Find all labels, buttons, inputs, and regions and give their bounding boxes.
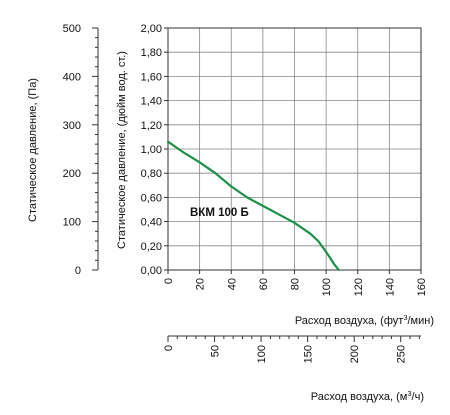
y-inwg-tick-label: 0,80 [141, 168, 162, 180]
plot-grid [167, 27, 422, 271]
x-m3h-tick-label: 150 [303, 345, 315, 363]
y-inwg-tick-label: 0,60 [141, 192, 162, 204]
x-m3h-tick-label: 200 [349, 345, 361, 363]
y-inwg-tick-label: 0,00 [141, 265, 162, 277]
series-line [166, 140, 340, 272]
x-axis-cfm-title: Расход воздуха, (фут3/мин) [295, 313, 434, 327]
y-pa-tick-label: 500 [63, 23, 81, 35]
y-inwg-tick-label: 1,20 [141, 120, 162, 132]
y-inwg-tick-label: 0,40 [141, 217, 162, 229]
y-inwg-tick-label: 2,00 [141, 23, 162, 35]
x-m3h-tick-label: 100 [256, 345, 268, 363]
x-cfm-tick-label: 100 [321, 278, 333, 296]
x-axis-cfm: 0 20 40 60 80 100 120 140 160 [163, 270, 428, 296]
x-axis-m3h: 0 50 100 150 200 250 [163, 335, 421, 363]
y-inwg-tick-label: 1,60 [141, 71, 162, 83]
x-cfm-tick-label: 0 [163, 278, 175, 284]
y-axis-inwg-title: Статическое давление, (дюйм вод. ст.) [116, 51, 128, 249]
y-inwg-tick-label: 0,20 [141, 241, 162, 253]
y-pa-tick-label: 300 [63, 120, 81, 132]
series-layer [166, 140, 340, 272]
y-inwg-tick-label: 1,00 [141, 144, 162, 156]
x-m3h-tick-label: 250 [396, 345, 408, 363]
x-cfm-tick-label: 120 [353, 278, 365, 296]
y-axis-inwg: 0,00 0,20 0,40 0,60 0,80 1,00 1,20 1,40 1,60 1,80… [141, 23, 168, 277]
x-axis-m3h-title: Расход воздуха, (м3/ч) [311, 389, 424, 403]
x-cfm-tick-label: 140 [384, 278, 396, 296]
x-cfm-tick-label: 40 [226, 278, 238, 290]
series-annotation: ВКМ 100 Б [190, 207, 249, 219]
y-axis-pa-title: Статическое давление, (Па) [27, 78, 39, 222]
x-cfm-tick-label: 160 [416, 278, 428, 296]
y-inwg-tick-label: 1,40 [141, 96, 162, 108]
y-pa-tick-label: 200 [63, 168, 81, 180]
y-pa-tick-label: 0 [75, 265, 81, 277]
x-m3h-tick-label: 50 [210, 345, 222, 357]
y-inwg-tick-label: 1,80 [141, 47, 162, 59]
x-cfm-tick-label: 20 [195, 278, 207, 290]
x-cfm-tick-label: 80 [290, 278, 302, 290]
y-pa-tick-label: 100 [63, 217, 81, 229]
y-axis-pa: 0 100 200 300 400 500 [63, 23, 99, 277]
x-m3h-tick-label: 0 [163, 345, 175, 351]
y-pa-tick-label: 400 [63, 71, 81, 83]
x-cfm-tick-label: 60 [258, 278, 270, 290]
